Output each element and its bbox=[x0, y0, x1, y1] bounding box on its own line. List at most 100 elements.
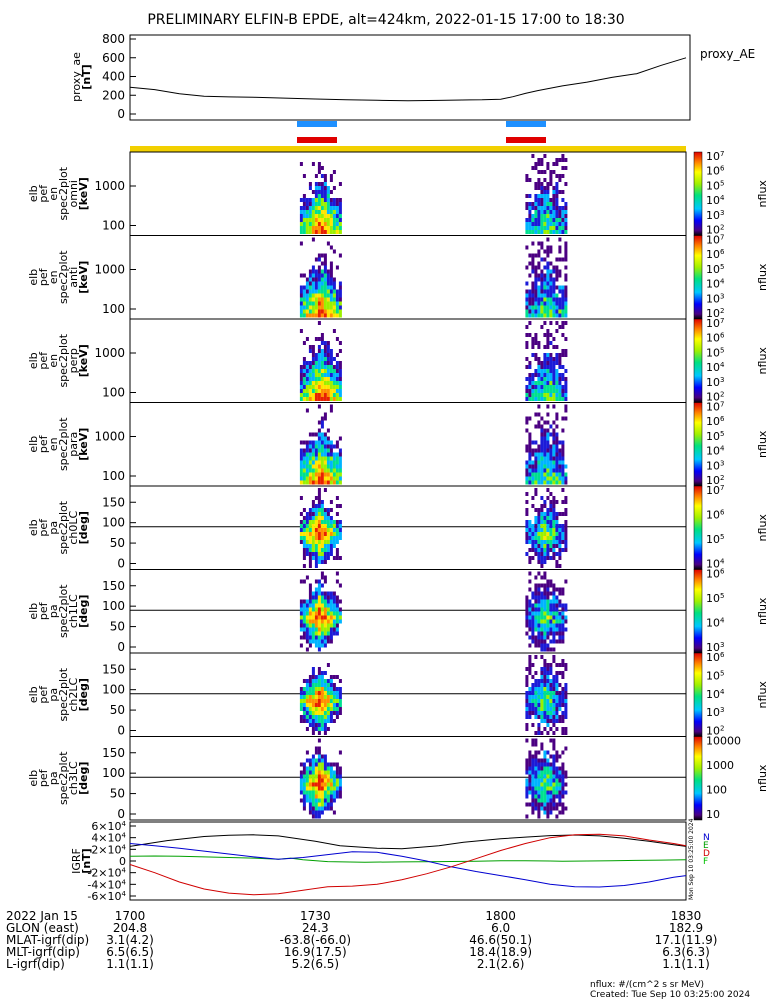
spectrogram-cell bbox=[555, 305, 559, 310]
spectrogram-cell bbox=[564, 579, 568, 584]
spectrogram-cell bbox=[552, 794, 556, 799]
spectrogram-cell bbox=[534, 397, 538, 401]
spectrogram-cell bbox=[317, 373, 321, 377]
panel-frame bbox=[129, 402, 687, 487]
spectrogram-cell bbox=[546, 762, 550, 767]
spectrogram-cell bbox=[558, 782, 562, 787]
spectrogram-cell bbox=[558, 206, 562, 210]
spectrogram-cell bbox=[311, 687, 315, 691]
spectrogram-cell bbox=[534, 782, 538, 787]
spectrogram-cell bbox=[326, 715, 330, 719]
spectrogram-cell bbox=[323, 436, 327, 441]
spectrogram-cell bbox=[525, 476, 529, 481]
spectrogram-cell bbox=[299, 699, 303, 703]
spectrogram-cell bbox=[320, 571, 324, 576]
spectrogram-cell bbox=[531, 607, 535, 612]
spectrogram-cell bbox=[555, 611, 559, 616]
spectrogram-cell bbox=[338, 778, 342, 783]
spectrogram-cell bbox=[308, 587, 312, 592]
spectrogram-cell bbox=[540, 273, 544, 278]
spectrogram-cell bbox=[305, 452, 309, 457]
spectrogram-cell bbox=[338, 206, 342, 210]
spectrogram-cell bbox=[552, 420, 556, 425]
spectrogram-cell bbox=[317, 337, 321, 341]
panel-2-ylabel-line-4: perp bbox=[67, 348, 80, 373]
spectrogram-cell bbox=[302, 603, 306, 608]
spectrogram-cell bbox=[528, 206, 532, 210]
spectrogram-cell bbox=[320, 301, 324, 306]
spectrogram-cell bbox=[329, 202, 333, 206]
spectrogram-cell bbox=[338, 774, 342, 779]
spectrogram-cell bbox=[299, 719, 303, 723]
spectrogram-cell bbox=[332, 468, 336, 473]
spectrogram-cell bbox=[320, 615, 324, 620]
spectrogram-cell bbox=[338, 611, 342, 616]
spectrogram-cell bbox=[326, 536, 330, 540]
spectrogram-cell bbox=[534, 643, 538, 648]
spectrogram-cell bbox=[323, 230, 327, 234]
spectrogram-cell bbox=[528, 214, 532, 218]
spectrogram-cell bbox=[329, 591, 333, 596]
spectrogram-cell bbox=[537, 162, 541, 166]
spectrogram-cell bbox=[561, 468, 565, 473]
spectrogram-cell bbox=[314, 182, 318, 186]
spectrogram-cell bbox=[335, 782, 339, 787]
spectrogram-cell bbox=[323, 639, 327, 644]
spectrogram-cell bbox=[546, 607, 550, 612]
spectrogram-cell bbox=[549, 802, 553, 807]
spectrogram-cell bbox=[555, 679, 559, 683]
spectrogram-cell bbox=[543, 627, 547, 632]
spectrogram-cell bbox=[525, 345, 529, 349]
spectrogram-cell bbox=[558, 603, 562, 608]
spectrogram-cell bbox=[552, 699, 556, 703]
spectrogram-cell bbox=[525, 623, 529, 628]
spectrogram-cell bbox=[320, 766, 324, 771]
spectrogram-cell bbox=[308, 603, 312, 608]
spectrogram-cell bbox=[332, 309, 336, 314]
colorbar-label: nflux bbox=[756, 514, 769, 542]
spectrogram-cell bbox=[543, 273, 547, 278]
spectrogram-cell bbox=[320, 715, 324, 719]
spectrogram-cell bbox=[311, 285, 315, 290]
spectrogram-cell bbox=[531, 468, 535, 473]
spectrogram-cell bbox=[329, 381, 333, 385]
spectrogram-cell bbox=[555, 715, 559, 719]
spectrogram-cell bbox=[329, 297, 333, 302]
spectrogram-cell bbox=[323, 198, 327, 202]
spectrogram-cell bbox=[525, 615, 529, 620]
spectrogram-cell bbox=[540, 305, 544, 310]
spectrogram-cell bbox=[305, 365, 309, 369]
spectrogram-cell bbox=[305, 230, 309, 234]
colorbar-label: nflux bbox=[756, 597, 769, 625]
spectrogram-cell bbox=[332, 214, 336, 218]
spectrogram-cell bbox=[335, 214, 339, 218]
spectrogram-cell bbox=[323, 591, 327, 596]
spectrogram-cell bbox=[323, 369, 327, 373]
spectrogram-cell bbox=[320, 253, 324, 258]
spectrogram-cell bbox=[326, 226, 330, 230]
colorbar-tick-label: 104 bbox=[706, 688, 725, 701]
spectrogram-cell bbox=[540, 381, 544, 385]
spectrogram-cell bbox=[534, 544, 538, 548]
spectrogram-cell bbox=[528, 464, 532, 469]
spectrogram-cell bbox=[543, 420, 547, 425]
spectrogram-cell bbox=[311, 719, 315, 723]
spectrogram-cell bbox=[552, 432, 556, 437]
igrf-ylabel: IGRF[nT] bbox=[70, 848, 93, 874]
spectrogram-cell bbox=[555, 162, 559, 166]
spectrogram-cell bbox=[525, 595, 529, 600]
spectrogram-cell bbox=[555, 202, 559, 206]
spectrogram-cell bbox=[525, 695, 529, 699]
spectrogram-cell bbox=[546, 528, 550, 532]
spectrogram-cell bbox=[540, 595, 544, 600]
spectrogram-cell bbox=[329, 222, 333, 226]
spectrogram-cell bbox=[534, 492, 538, 496]
spectrogram-cell bbox=[326, 345, 330, 349]
spectrogram-cell bbox=[537, 691, 541, 695]
spectrogram-cell bbox=[543, 639, 547, 644]
spectrogram-cell bbox=[335, 774, 339, 779]
spectrogram-cell bbox=[543, 770, 547, 775]
spectrogram-cell bbox=[552, 269, 556, 274]
spectrogram-cell bbox=[335, 472, 339, 477]
spectrogram-cell bbox=[320, 381, 324, 385]
